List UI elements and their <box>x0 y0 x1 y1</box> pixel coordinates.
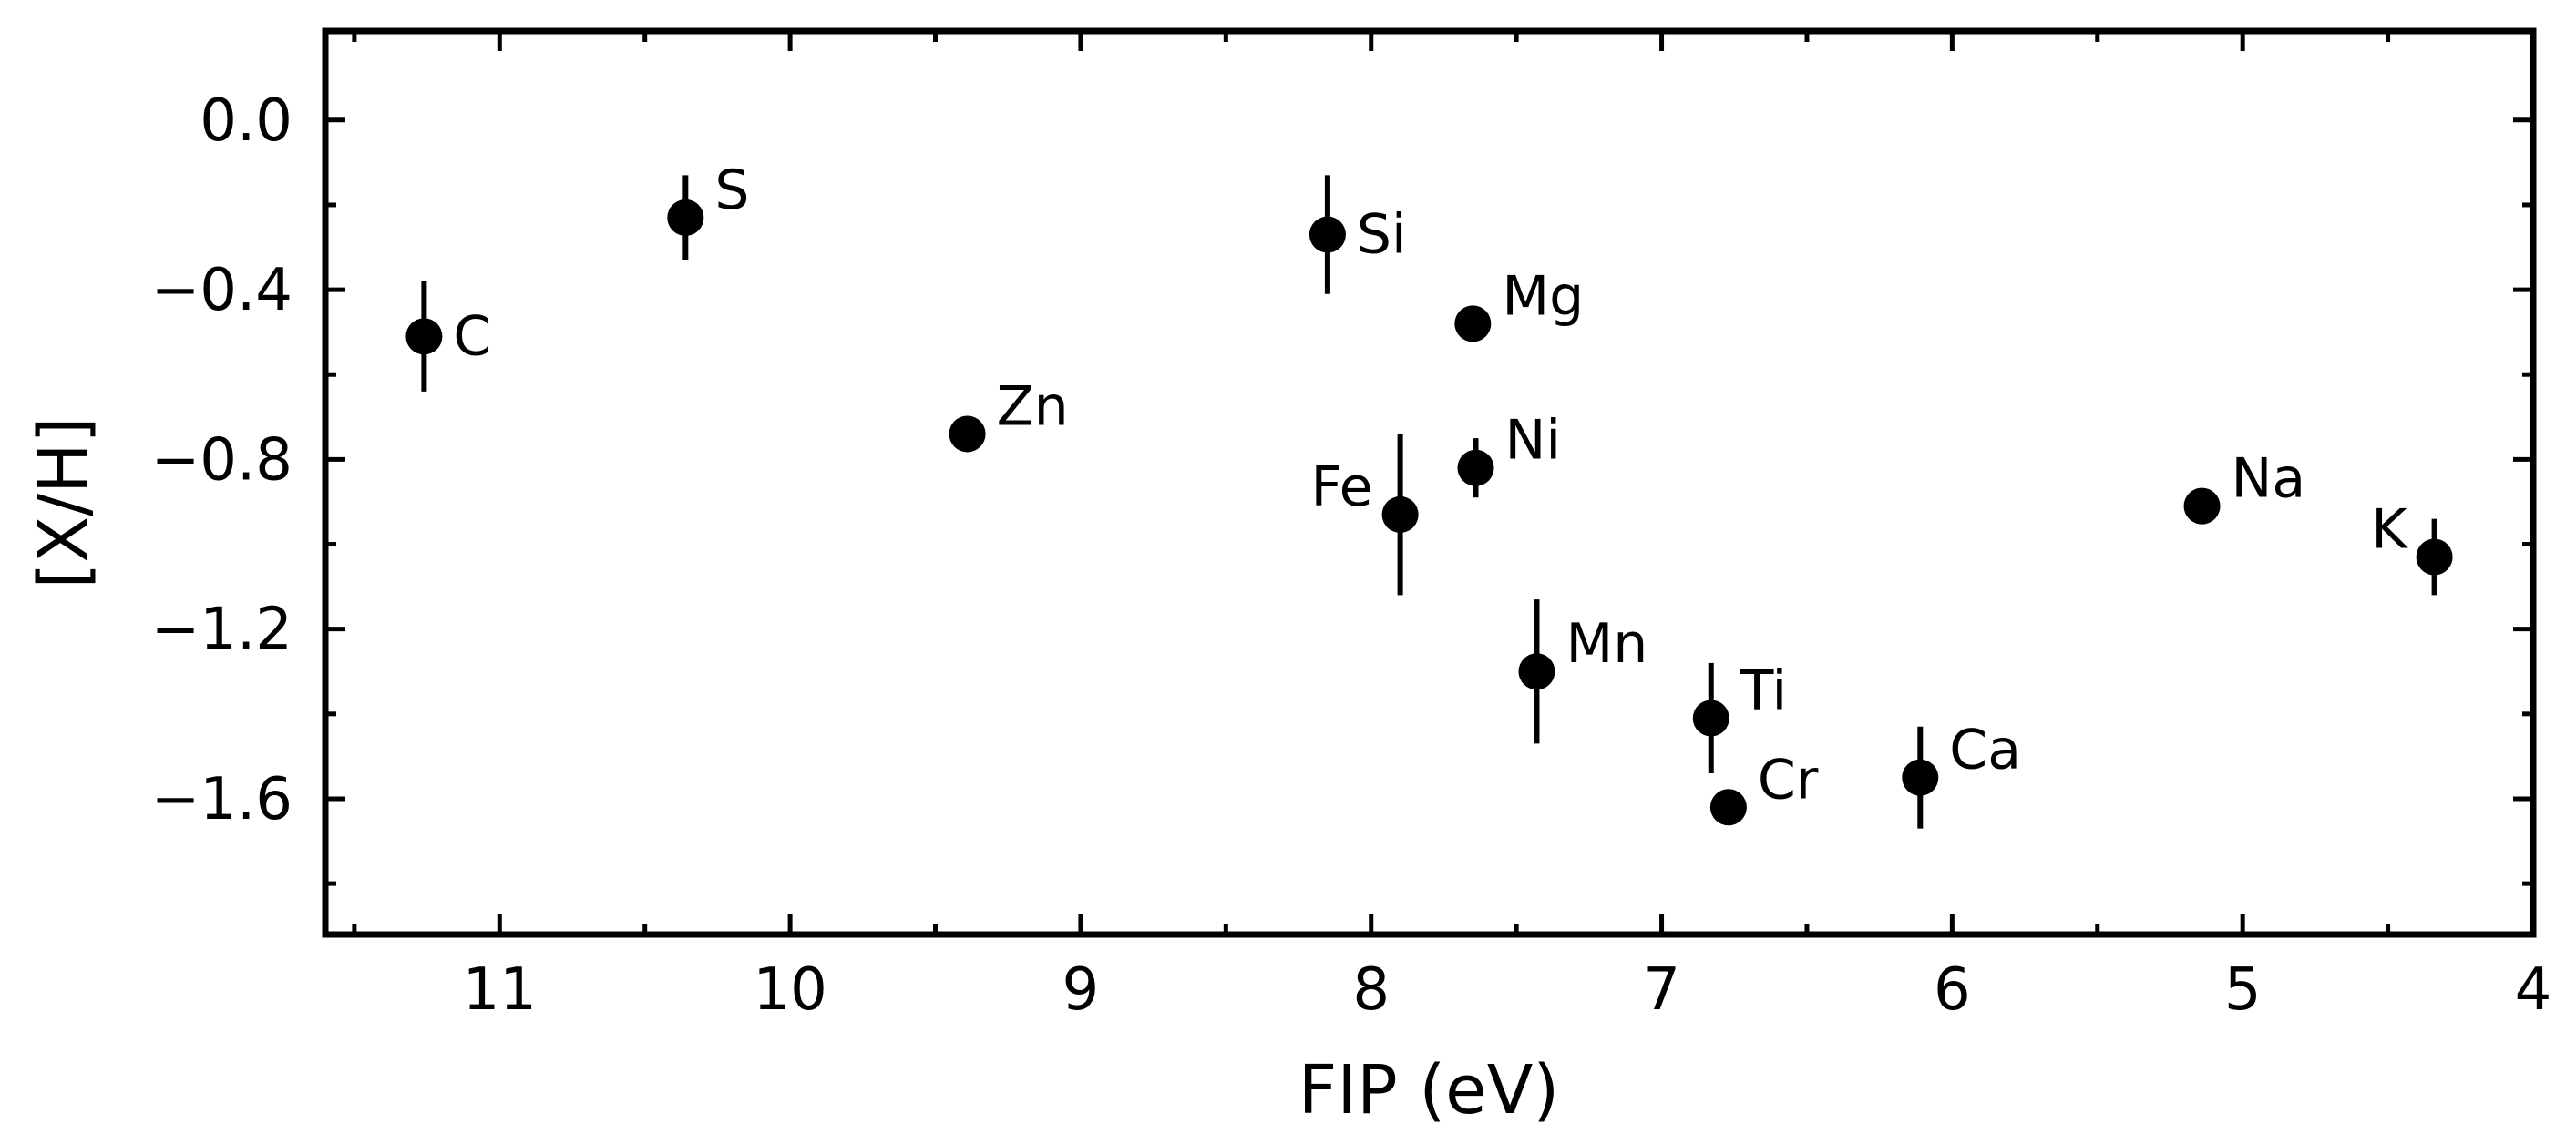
point-label-mg: Mg <box>1502 264 1584 328</box>
x-tick-label: 5 <box>2224 956 2262 1024</box>
x-tick-label: 4 <box>2515 956 2552 1024</box>
data-layer <box>405 175 2453 829</box>
x-tick-label: 10 <box>753 956 826 1024</box>
point-label-k: K <box>2371 498 2408 562</box>
x-tick-label: 7 <box>1643 956 1680 1024</box>
y-axis-title: [X/H] <box>25 416 103 588</box>
data-point-ni <box>1457 449 1494 486</box>
point-label-c: C <box>453 304 491 368</box>
y-tick-label: −0.8 <box>151 426 292 494</box>
data-point-zn <box>949 415 986 453</box>
point-label-ti: Ti <box>1740 659 1787 722</box>
data-point-c <box>405 318 443 355</box>
point-label-mn: Mn <box>1565 612 1647 676</box>
axes-layer <box>322 27 2537 938</box>
point-label-ni: Ni <box>1505 409 1562 473</box>
data-point-mg <box>1454 305 1492 342</box>
data-point-cr <box>1709 789 1747 826</box>
data-point-na <box>2183 487 2221 525</box>
y-tick-label: −1.2 <box>151 597 292 664</box>
plot-frame <box>322 27 2537 938</box>
x-tick-label: 8 <box>1352 956 1390 1024</box>
data-point-ca <box>1902 759 1939 796</box>
data-point-fe <box>1381 495 1419 533</box>
x-tick-label: 11 <box>463 956 537 1024</box>
data-point-s <box>667 199 704 236</box>
point-label-na: Na <box>2232 447 2306 511</box>
y-tick-label: 0.0 <box>200 87 292 155</box>
x-axis-title: FIP (eV) <box>1298 1051 1559 1129</box>
point-label-zn: Zn <box>997 374 1069 438</box>
y-tick-label: −1.6 <box>151 766 292 833</box>
labels-layer: C S Zn Si Fe Mg Ni Mn Ti Cr Ca Na K <box>453 158 2408 812</box>
data-point-ti <box>1692 700 1729 737</box>
x-tick-label: 9 <box>1062 956 1100 1024</box>
point-label-s: S <box>714 158 749 222</box>
y-tick-label: −0.4 <box>151 257 292 324</box>
point-label-si: Si <box>1357 203 1407 267</box>
point-label-ca: Ca <box>1949 719 2021 782</box>
data-point-mn <box>1518 653 1555 690</box>
ticks-layer: 11 10 9 8 7 6 5 4 0.0 −0.4 −0.8 −1.2 −1.6 <box>151 31 2552 1024</box>
point-label-fe: Fe <box>1310 455 1372 519</box>
data-point-si <box>1309 216 1346 253</box>
point-label-cr: Cr <box>1758 748 1819 812</box>
data-point-k <box>2416 538 2453 576</box>
x-tick-label: 6 <box>1934 956 1971 1024</box>
